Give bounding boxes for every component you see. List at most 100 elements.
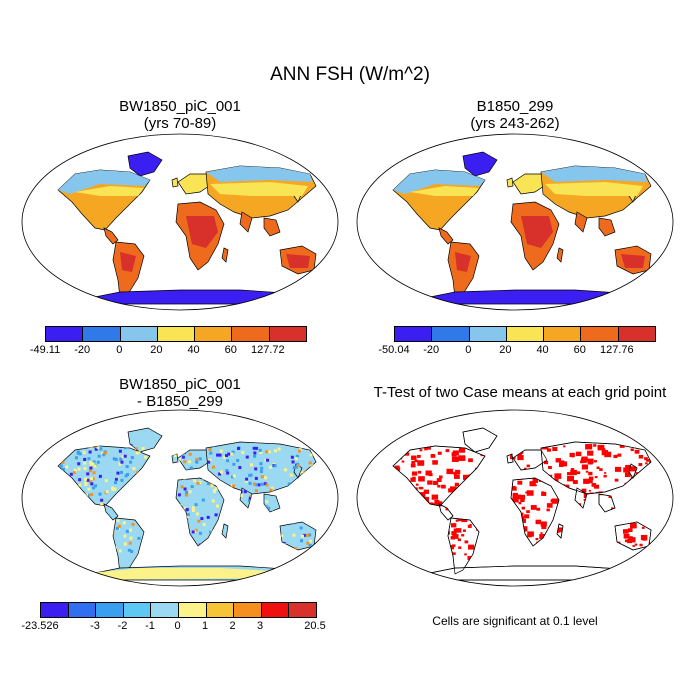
anomaly-cell [83,461,87,465]
significant-cell [644,457,648,461]
significant-cell [555,458,562,463]
anomaly-cell [105,490,109,494]
significant-cell [406,517,414,524]
anomaly-cell [77,462,81,466]
significant-cell [527,534,531,537]
anomaly-cell [265,450,269,454]
anomaly-cell [185,519,189,523]
significant-cell [631,487,636,491]
significant-cell [503,504,506,507]
significant-cell [416,554,421,558]
anomaly-cell [83,497,87,501]
anomaly-cell [67,518,71,522]
anomaly-cell [299,526,303,530]
significant-cell [510,465,518,472]
anomaly-cell [245,477,249,481]
significant-cell [400,504,405,508]
continent-centralAmerica [438,227,454,245]
anomaly-cell [81,547,85,551]
significant-cell [570,468,573,470]
anomaly-cell [114,507,118,511]
anomaly-cell [303,478,307,482]
map-border [356,133,674,311]
anomaly-cell [77,467,81,471]
anomaly-cell [190,485,194,489]
anomaly-cell [176,461,180,465]
significant-cell [634,495,641,500]
significant-cell [569,452,575,458]
anomaly-cell [119,490,123,494]
significant-cell [495,552,498,555]
anomaly-cell [163,520,167,524]
anomaly-cell [238,508,242,512]
anomaly-cell [183,506,187,510]
significant-cell [416,551,421,555]
significant-cell [546,448,551,452]
anomaly-cell [313,493,316,497]
significant-cell [633,496,636,499]
significant-cell [468,544,475,550]
anomaly-cell [210,484,214,488]
anomaly-cell [122,508,126,512]
significant-cell [585,524,592,530]
significant-cell [628,512,633,516]
significant-cell [564,509,569,514]
anomaly-cell [177,550,181,554]
anomaly-cell [114,477,118,481]
anomaly-cell [165,545,169,549]
anomaly-cell [259,470,263,474]
colorbar-segment [151,603,179,617]
significant-cell [577,553,581,557]
panel2-map [356,133,674,311]
anomaly-cell [262,523,266,527]
anomaly-cell [58,513,59,517]
significant-cell [516,470,521,473]
anomaly-cell [241,451,245,455]
anomaly-cell [256,515,260,519]
anomaly-cell [163,486,167,490]
anomaly-cell [292,466,296,470]
significant-cell [411,455,417,460]
anomaly-cell [155,548,159,552]
anomaly-cell [91,528,95,532]
significant-cell [546,508,550,512]
significant-cell [535,537,539,541]
significant-cell [496,486,502,492]
anomaly-cell [79,510,83,514]
significant-cell [464,553,467,556]
significant-cell [431,494,439,500]
significant-cell [495,461,499,463]
anomaly-cell [89,466,93,470]
anomaly-cell [188,445,192,449]
anomaly-cell [185,545,189,549]
anomaly-cell [242,541,246,545]
significant-cell [413,492,417,496]
significant-cell [418,552,425,557]
anomaly-cell [105,523,109,527]
significant-cell [632,500,636,504]
significant-cell [632,545,635,547]
significant-cell [596,532,601,536]
anomaly-cell [129,536,133,540]
anomaly-cell [153,473,157,477]
anomaly-cell [129,528,133,532]
anomaly-cell [153,501,157,505]
anomaly-cell [127,548,131,552]
anomaly-cell [58,532,61,536]
anomaly-cell [252,446,256,450]
anomaly-cell [135,451,139,455]
anomaly-cell [297,504,301,508]
colorbar-label: -20 [74,344,91,356]
anomaly-cell [64,524,68,528]
anomaly-cell [238,506,242,510]
significance-note: Cells are significant at 0.1 level [432,614,598,628]
significant-cell [613,454,618,459]
anomaly-cell [299,518,303,522]
anomaly-cell [136,512,140,516]
anomaly-cell [118,549,122,553]
anomaly-cell [188,554,192,558]
anomaly-cell [251,545,255,549]
anomaly-cell [185,507,189,511]
significant-cell [393,498,399,503]
significant-cell [603,474,607,478]
